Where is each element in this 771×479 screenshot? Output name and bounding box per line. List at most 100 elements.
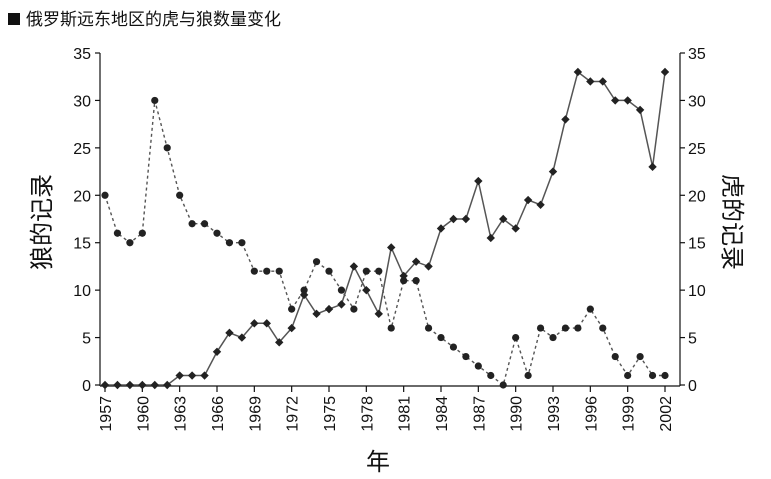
wolf-data-point bbox=[126, 239, 134, 247]
tiger-data-point bbox=[262, 319, 271, 328]
tiger-data-point bbox=[648, 162, 657, 172]
wolf-data-point bbox=[462, 352, 470, 361]
wolf-data-point bbox=[611, 352, 619, 361]
left-tick-label: 25 bbox=[73, 141, 91, 158]
wolf-data-point bbox=[586, 305, 594, 313]
tiger-data-point bbox=[511, 224, 520, 233]
tiger-data-point bbox=[225, 328, 234, 338]
left-tick-label: 0 bbox=[82, 378, 91, 395]
tiger-data-point bbox=[486, 233, 495, 243]
tiger-data-point bbox=[399, 271, 408, 281]
wolf-data-point bbox=[549, 333, 557, 342]
wolf-data-point bbox=[661, 371, 669, 380]
wolf-data-point bbox=[648, 371, 657, 380]
tiger-data-point bbox=[623, 96, 632, 105]
tiger-data-point bbox=[337, 300, 346, 309]
wolf-data-point bbox=[387, 324, 395, 332]
wolf-data-point bbox=[400, 277, 408, 285]
tiger-data-point bbox=[200, 371, 209, 380]
tiger-data-point bbox=[212, 347, 222, 356]
x-tick-label: 1999 bbox=[621, 396, 638, 432]
wolf-data-point bbox=[176, 191, 184, 199]
wolf-data-point bbox=[536, 324, 545, 332]
tiger-data-point bbox=[299, 290, 309, 300]
series-layer bbox=[100, 67, 670, 390]
tiger-data-point bbox=[275, 338, 284, 347]
x-tick-label: 1972 bbox=[285, 396, 302, 432]
tiger-data-point bbox=[250, 319, 259, 328]
tiger-data-point bbox=[287, 323, 296, 333]
tiger-data-point bbox=[187, 371, 197, 380]
wolf-data-point bbox=[624, 371, 632, 380]
tiger-data-point bbox=[387, 243, 396, 252]
wolf-data-point bbox=[275, 267, 283, 275]
tiger-data-point bbox=[411, 257, 421, 266]
tiger-data-point bbox=[449, 214, 458, 224]
tiger-data-point bbox=[175, 371, 184, 380]
wolf-data-point bbox=[250, 267, 258, 275]
wolf-data-point bbox=[362, 267, 370, 275]
left-tick-label: 35 bbox=[73, 46, 91, 63]
wolf-series-line bbox=[104, 100, 665, 387]
x-tick-label: 1990 bbox=[509, 396, 526, 432]
tiger-data-point bbox=[237, 333, 247, 342]
tiger-data-point bbox=[150, 380, 159, 390]
wolf-data-point bbox=[412, 277, 420, 285]
tiger-data-point bbox=[586, 77, 595, 86]
wolf-data-point bbox=[499, 381, 507, 389]
wolf-data-point bbox=[424, 324, 433, 332]
chart-title: 俄罗斯远东地区的虎与狼数量变化 bbox=[26, 10, 281, 30]
tiger-data-point bbox=[474, 176, 483, 186]
tiger-data-point bbox=[548, 167, 558, 176]
left-tick-label: 20 bbox=[73, 188, 91, 205]
x-tick-label: 1957 bbox=[98, 396, 115, 432]
x-tick-label: 1975 bbox=[322, 396, 339, 432]
left-tick-label: 30 bbox=[73, 93, 91, 110]
tiger-data-point bbox=[312, 309, 321, 319]
left-tick-label: 10 bbox=[73, 283, 91, 300]
tiger-data-point bbox=[523, 195, 533, 205]
tiger-data-point bbox=[561, 115, 570, 124]
x-ticks: 1957 1960 1963 1966 1969 1972 1975 1978 1981 1984… bbox=[98, 386, 675, 432]
wolf-data-point bbox=[138, 229, 146, 237]
x-tick-label: 1981 bbox=[397, 396, 414, 432]
tiger-data-point bbox=[362, 285, 371, 295]
right-tick-label: 25 bbox=[688, 141, 706, 158]
wolf-data-point bbox=[213, 229, 221, 237]
tiger-data-point bbox=[436, 224, 446, 233]
tiger-data-point bbox=[100, 380, 110, 390]
tiger-data-point bbox=[573, 67, 583, 77]
right-tick-label: 20 bbox=[688, 188, 706, 205]
tiger-data-point bbox=[499, 214, 508, 224]
wolf-data-point bbox=[288, 305, 296, 313]
wolf-data-point bbox=[487, 371, 495, 380]
right-tick-label: 15 bbox=[688, 236, 706, 253]
tiger-data-point bbox=[349, 262, 359, 271]
x-tick-label: 1963 bbox=[173, 396, 190, 432]
right-tick-label: 0 bbox=[688, 378, 697, 395]
x-tick-label: 1984 bbox=[434, 396, 451, 432]
tiger-data-point bbox=[461, 214, 471, 224]
tiger-data-point bbox=[536, 200, 545, 209]
tiger-series-line bbox=[105, 70, 666, 386]
wolf-data-point bbox=[163, 144, 171, 152]
wolf-data-point bbox=[437, 333, 445, 342]
x-tick-label: 1966 bbox=[210, 396, 227, 432]
x-tick-label: 1996 bbox=[583, 396, 600, 432]
wolf-data-point bbox=[561, 324, 570, 332]
wolf-data-point bbox=[225, 239, 234, 247]
tiger-data-point bbox=[424, 262, 433, 271]
wolf-data-point bbox=[350, 305, 358, 313]
right-y-ticks: 0 5 10 15 20 25 30 35 bbox=[680, 46, 706, 395]
right-tick-label: 35 bbox=[688, 46, 706, 63]
wolf-data-point bbox=[512, 333, 520, 342]
x-tick-label: 2002 bbox=[658, 396, 675, 432]
wolf-data-point bbox=[375, 267, 383, 275]
left-tick-label: 5 bbox=[82, 331, 91, 348]
left-tick-label: 15 bbox=[73, 236, 91, 253]
wolf-data-point bbox=[113, 229, 122, 237]
wolf-data-point bbox=[101, 191, 109, 199]
tiger-data-point bbox=[125, 380, 135, 390]
tiger-data-point bbox=[374, 309, 383, 319]
